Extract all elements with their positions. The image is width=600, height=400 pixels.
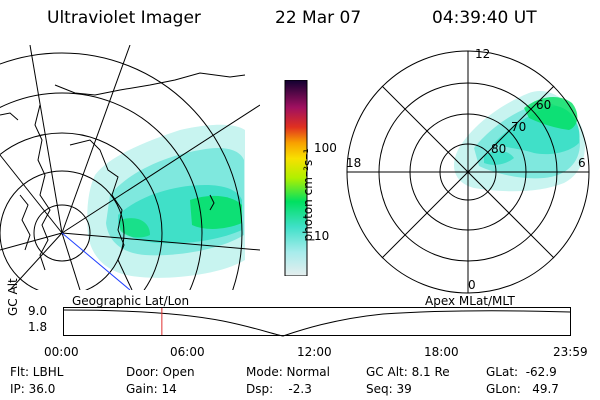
- seq-info: Seq: 39: [366, 382, 412, 396]
- mode-info: Mode: Normal: [246, 365, 330, 379]
- dsp-info: Dsp: -2.3: [246, 382, 312, 396]
- aurora-emission-polar: [454, 91, 585, 192]
- ip-info: IP: 36.0: [10, 382, 56, 396]
- mlat-label-80: 80: [491, 142, 507, 156]
- alt-tick-low: 1.8: [28, 320, 48, 334]
- instrument-title: Ultraviolet Imager: [47, 8, 201, 28]
- gc-alt-info: GC Alt: 8.1 Re: [366, 365, 450, 379]
- geographic-title: Geographic Lat/Lon: [72, 294, 190, 308]
- time-tick-1800: 18:00: [424, 345, 459, 359]
- mlat-label-70: 70: [511, 120, 527, 134]
- gain-info: Gain: 14: [126, 382, 177, 396]
- time-tick-2359: 23:59: [553, 345, 588, 359]
- date-label: 22 Mar 07: [275, 8, 362, 28]
- mlt-label-6: 6: [578, 156, 586, 170]
- time-tick-1200: 12:00: [297, 345, 332, 359]
- color-scale-bar: [284, 80, 308, 276]
- colorbar-unit-label: photon cm⁻²s⁻¹: [301, 148, 315, 242]
- coastline: [0, 72, 246, 290]
- satellite-track: [61, 232, 131, 290]
- mlt-label-18: 18: [346, 156, 362, 170]
- filter-info: Flt: LBHL: [10, 365, 64, 379]
- alt-axis-label: GC Alt: [6, 278, 20, 316]
- colorbar-tick-10: 10: [314, 229, 330, 243]
- time-label: 04:39:40 UT: [432, 8, 537, 28]
- glon-info: GLon: 49.7: [486, 382, 559, 396]
- geographic-map: [0, 45, 260, 290]
- alt-tick-high: 9.0: [28, 304, 48, 318]
- aurora-emission-geo: [87, 124, 245, 278]
- glat-info: GLat: -62.9: [486, 365, 557, 379]
- polar-mlat-mlt-plot: [346, 50, 590, 294]
- mlt-label-12: 12: [475, 47, 491, 61]
- time-tick-0600: 06:00: [170, 345, 205, 359]
- colorbar-tick-100: 100: [314, 141, 337, 155]
- door-info: Door: Open: [126, 365, 195, 379]
- altitude-timeline: [63, 307, 571, 337]
- apex-title: Apex MLat/MLT: [425, 294, 515, 308]
- mlt-label-0: 0: [468, 278, 476, 292]
- time-tick-0000: 00:00: [44, 345, 79, 359]
- mlat-label-60: 60: [536, 98, 552, 112]
